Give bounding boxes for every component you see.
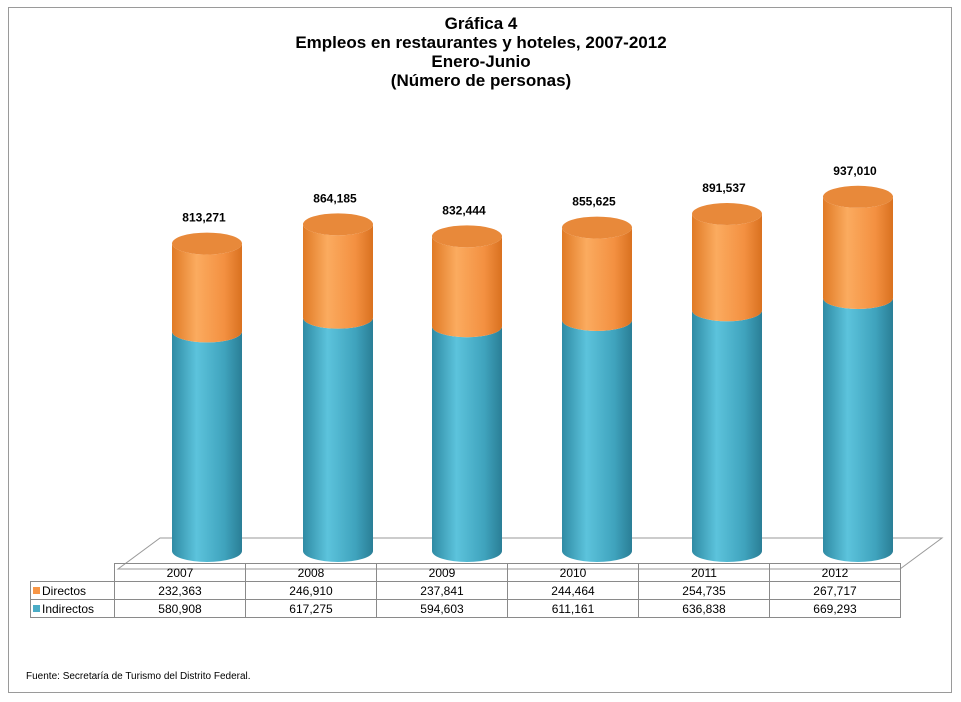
table-category: 2008 bbox=[245, 563, 377, 582]
data-table: 2007 2008 2009 2010 2011 2012 Directos 2… bbox=[30, 563, 901, 618]
chart-title: Gráfica 4 Empleos en restaurantes y hote… bbox=[9, 14, 953, 90]
table-cell: 267,717 bbox=[769, 581, 901, 600]
bar-directos bbox=[303, 224, 373, 329]
bar-top-cap bbox=[172, 232, 242, 255]
table-cell: 254,735 bbox=[638, 581, 770, 600]
legend-key-blue bbox=[33, 604, 40, 612]
table-category: 2009 bbox=[376, 563, 508, 582]
bar-top-cap bbox=[432, 225, 502, 248]
bar-directos bbox=[562, 227, 632, 331]
legend-entry-indirectos: Indirectos bbox=[30, 599, 115, 618]
chart-title-line: (Número de personas) bbox=[390, 71, 572, 90]
chart-title-line: Enero-Junio bbox=[431, 52, 531, 71]
total-label: 864,185 bbox=[313, 191, 357, 205]
bar-top-cap bbox=[692, 202, 762, 225]
table-cell: 246,910 bbox=[245, 581, 377, 600]
bar-directos bbox=[432, 236, 502, 338]
chart-title-line: Empleos en restaurantes y hoteles, 2007-… bbox=[295, 33, 667, 52]
legend-key-orange bbox=[33, 586, 40, 594]
table-cell: 244,464 bbox=[507, 581, 639, 600]
bar-directos bbox=[692, 213, 762, 322]
bar-indirectos bbox=[823, 298, 893, 562]
series-name: Indirectos bbox=[42, 601, 95, 616]
bar-directos bbox=[172, 243, 242, 343]
table-cell: 669,293 bbox=[769, 599, 901, 618]
bar-indirectos bbox=[172, 331, 242, 562]
bar-directos bbox=[823, 196, 893, 310]
table-cell: 617,275 bbox=[245, 599, 377, 618]
total-label: 891,537 bbox=[702, 181, 746, 195]
series-name: Directos bbox=[42, 583, 87, 598]
total-label: 937,010 bbox=[833, 164, 877, 178]
bar-indirectos bbox=[303, 317, 373, 562]
table-cell: 636,838 bbox=[638, 599, 770, 618]
table-header-row: 2007 2008 2009 2010 2011 2012 bbox=[30, 563, 901, 582]
bar-top-cap bbox=[562, 216, 632, 239]
source-note: Fuente: Secretaría de Turismo del Distri… bbox=[26, 671, 251, 682]
bar-indirectos bbox=[432, 326, 502, 562]
table-row-directos: Directos 232,363 246,910 237,841 244,464… bbox=[30, 581, 901, 600]
bar-indirectos bbox=[692, 310, 762, 562]
table-category: 2012 bbox=[769, 563, 901, 582]
bar-top-cap bbox=[823, 185, 893, 208]
table-row-indirectos: Indirectos 580,908 617,275 594,603 611,1… bbox=[30, 599, 901, 618]
table-category: 2011 bbox=[638, 563, 770, 582]
table-cell: 611,161 bbox=[507, 599, 639, 618]
total-label: 832,444 bbox=[442, 203, 486, 217]
legend-entry-directos: Directos bbox=[30, 581, 115, 600]
total-label: 855,625 bbox=[572, 195, 616, 209]
total-label: 813,271 bbox=[182, 211, 226, 225]
table-category: 2010 bbox=[507, 563, 639, 582]
bar-top-cap bbox=[303, 213, 373, 236]
table-cell: 237,841 bbox=[376, 581, 508, 600]
table-category: 2007 bbox=[114, 563, 246, 582]
bar-indirectos bbox=[562, 319, 632, 562]
table-cell: 232,363 bbox=[114, 581, 246, 600]
table-cell: 580,908 bbox=[114, 599, 246, 618]
table-corner bbox=[30, 563, 115, 582]
table-cell: 594,603 bbox=[376, 599, 508, 618]
chart-title-line: Gráfica 4 bbox=[444, 14, 518, 33]
